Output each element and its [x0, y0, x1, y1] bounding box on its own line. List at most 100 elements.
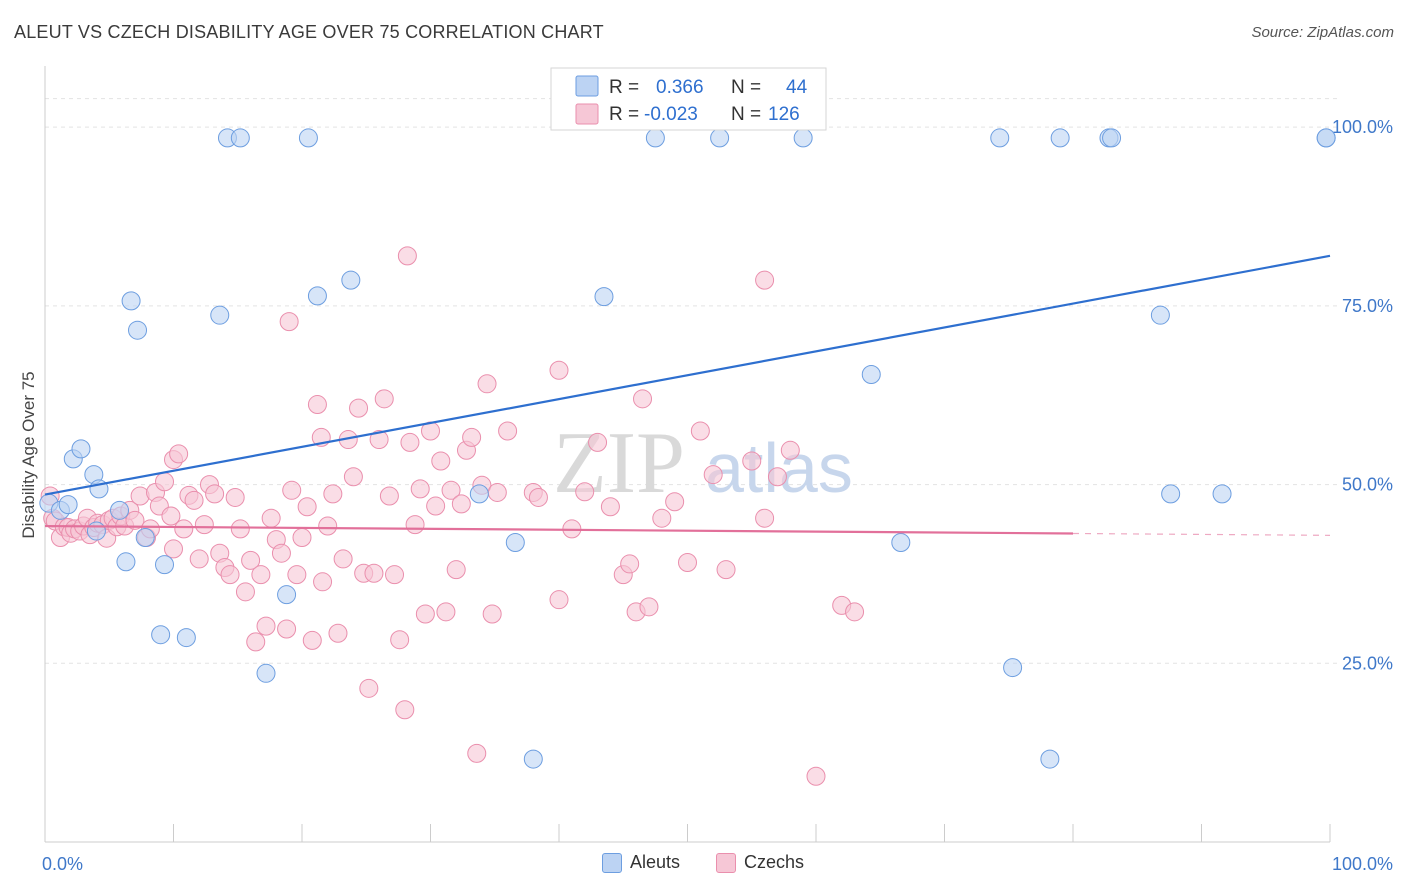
point-czechs — [665, 492, 685, 512]
y-tick-label: 75.0% — [1342, 296, 1393, 316]
data-points — [39, 128, 1336, 786]
point-czechs — [600, 497, 620, 517]
point-czechs — [400, 432, 420, 452]
point-czechs — [549, 590, 569, 610]
point-aleuts — [710, 128, 730, 148]
point-czechs — [462, 427, 482, 447]
point-czechs — [318, 516, 338, 536]
point-czechs — [279, 312, 299, 332]
point-aleuts — [58, 495, 78, 515]
point-czechs — [482, 604, 502, 624]
point-aleuts — [891, 532, 911, 552]
point-aleuts — [861, 365, 881, 385]
legend-r-value-aleuts: 0.366 — [656, 77, 704, 98]
point-czechs — [806, 766, 826, 786]
point-aleuts — [307, 286, 327, 306]
point-czechs — [246, 632, 266, 652]
point-aleuts — [176, 628, 196, 648]
point-czechs — [271, 543, 291, 563]
point-aleuts — [1102, 128, 1122, 148]
point-czechs — [755, 270, 775, 290]
chart-title: ALEUT VS CZECH DISABILITY AGE OVER 75 CO… — [14, 22, 604, 42]
point-czechs — [241, 550, 261, 570]
point-aleuts — [128, 320, 148, 340]
point-czechs — [431, 451, 451, 471]
point-czechs — [194, 515, 214, 535]
y-tick-label: 100.0% — [1332, 117, 1393, 137]
point-czechs — [155, 472, 175, 492]
point-czechs — [467, 743, 487, 763]
trend-line-czechs — [44, 524, 1074, 535]
point-czechs — [333, 549, 353, 569]
point-czechs — [487, 482, 507, 502]
point-aleuts — [990, 128, 1010, 148]
source-label: Source: ZipAtlas.com — [1251, 24, 1394, 41]
point-czechs — [780, 440, 800, 460]
point-aleuts — [1003, 658, 1023, 678]
point-czechs — [364, 563, 384, 583]
point-aleuts — [151, 625, 171, 645]
point-czechs — [528, 487, 548, 507]
point-czechs — [498, 421, 518, 441]
point-czechs — [441, 480, 461, 500]
point-aleuts — [71, 439, 91, 459]
point-aleuts — [256, 663, 276, 683]
point-czechs — [161, 506, 181, 526]
point-czechs — [397, 246, 417, 266]
series-aleuts — [39, 128, 1336, 769]
legend-item-aleuts: Aleuts — [601, 852, 680, 873]
point-czechs — [369, 430, 389, 450]
point-czechs — [426, 496, 446, 516]
x-tick-label-min: 0.0% — [42, 854, 83, 874]
point-aleuts — [1316, 128, 1336, 148]
point-czechs — [256, 616, 276, 636]
point-czechs — [349, 398, 369, 418]
axes — [44, 66, 1331, 843]
point-czechs — [220, 565, 240, 585]
point-czechs — [343, 467, 363, 487]
tick-labels: 25.0% 50.0% 75.0% 100.0% 0.0% 100.0% — [42, 117, 1393, 874]
point-aleuts — [116, 552, 136, 572]
legend-n-value-aleuts: 44 — [786, 77, 808, 98]
point-aleuts — [645, 128, 665, 148]
legend-r-value-czechs: -0.023 — [644, 104, 698, 125]
legend-swatch-czechs — [716, 852, 736, 873]
point-czechs — [313, 572, 333, 592]
point-czechs — [174, 519, 194, 539]
point-czechs — [282, 480, 302, 500]
y-tick-label: 25.0% — [1342, 653, 1393, 673]
point-aleuts — [230, 128, 250, 148]
point-czechs — [205, 484, 225, 504]
point-czechs — [690, 421, 710, 441]
point-czechs — [307, 395, 327, 415]
point-czechs — [390, 630, 410, 650]
point-czechs — [164, 539, 183, 559]
point-czechs — [767, 467, 787, 487]
point-aleuts — [594, 287, 614, 307]
grid-lines — [45, 98, 1340, 664]
y-tick-label: 50.0% — [1342, 475, 1393, 495]
watermark-zip: ZIP — [553, 415, 685, 512]
point-czechs — [302, 630, 322, 650]
point-czechs — [189, 549, 209, 569]
point-czechs — [125, 510, 145, 530]
series-czechs — [40, 246, 865, 786]
legend-swatch-aleuts — [601, 852, 622, 873]
point-czechs — [395, 700, 415, 720]
point-czechs — [379, 486, 399, 506]
point-czechs — [230, 519, 250, 539]
point-czechs — [716, 560, 736, 580]
point-czechs — [287, 565, 307, 585]
point-aleuts — [1040, 749, 1060, 769]
point-czechs — [184, 490, 204, 510]
legend-swatch-aleuts — [575, 75, 599, 97]
point-czechs — [225, 487, 245, 507]
point-aleuts — [210, 305, 230, 325]
point-czechs — [620, 554, 640, 574]
point-aleuts — [1212, 484, 1232, 504]
x-tick-label-max: 100.0% — [1332, 854, 1393, 874]
point-czechs — [169, 444, 189, 464]
point-aleuts — [1050, 128, 1070, 148]
legend-item-czechs: Czechs — [716, 852, 804, 873]
